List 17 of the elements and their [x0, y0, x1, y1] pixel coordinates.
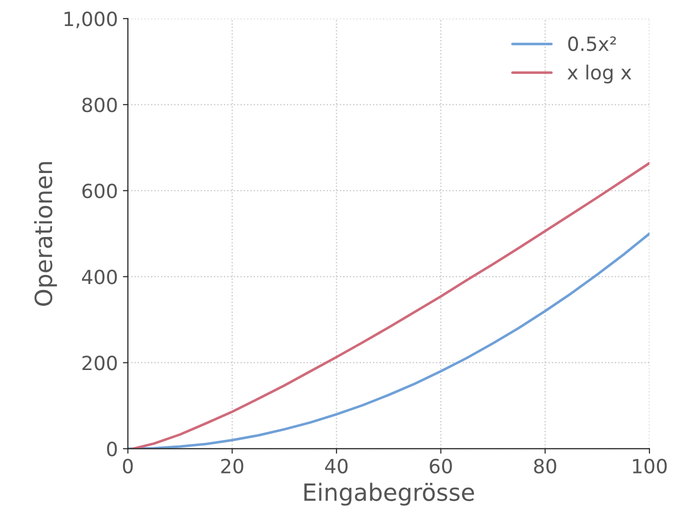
y-tick-label: 400: [82, 270, 117, 284]
x-tick-label: 100: [633, 458, 667, 474]
y-tick-label: 800: [82, 98, 117, 112]
y-tick-label: 200: [82, 356, 117, 370]
legend-label: x log x: [567, 64, 632, 84]
x-tick-label: 0: [122, 458, 133, 474]
y-tick-label: 1,000: [64, 12, 117, 28]
y-tick-label: 600: [82, 184, 117, 198]
x-axis-title: Eingabegrösse: [304, 482, 474, 506]
y-tick-label: 0: [107, 442, 117, 456]
x-tick-label: 80: [534, 458, 556, 474]
x-tick-label: 40: [325, 458, 348, 474]
line-series: [132, 162, 650, 449]
x-tick-label: 20: [221, 458, 244, 474]
x-tick-label: 60: [430, 458, 452, 474]
legend-label: 0.5x²: [568, 36, 616, 52]
y-axis-title: Operationen: [34, 162, 57, 306]
